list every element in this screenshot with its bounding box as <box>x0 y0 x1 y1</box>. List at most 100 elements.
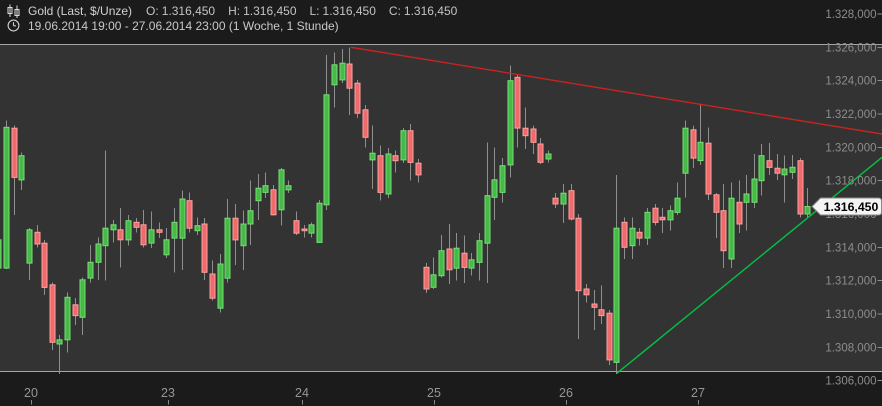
candle <box>117 208 124 268</box>
instrument-title: Gold (Last, $/Unze) <box>28 3 133 18</box>
candle <box>110 219 117 243</box>
y-tick-label: 1.322,000 <box>825 109 876 121</box>
x-tick-label: 20 <box>24 386 38 400</box>
candle <box>3 120 10 269</box>
candle <box>461 235 468 284</box>
trendline-resistance[interactable] <box>350 46 882 135</box>
candle <box>476 233 483 281</box>
high-label: H: <box>228 3 241 18</box>
plot-background <box>0 44 882 371</box>
x-tick-label: 23 <box>161 386 175 400</box>
candle <box>407 124 414 181</box>
candle <box>179 190 186 270</box>
y-tick-label: 1.312,000 <box>825 276 876 288</box>
candle <box>79 277 86 335</box>
candle <box>446 224 453 284</box>
y-tick-label: 1.320,000 <box>825 142 876 154</box>
candle <box>804 188 811 219</box>
candle <box>285 180 292 194</box>
candle <box>293 211 300 235</box>
x-tick-label: 26 <box>559 386 573 400</box>
candle <box>789 154 796 179</box>
candle <box>652 204 659 226</box>
candle <box>499 158 506 203</box>
candle <box>621 217 628 259</box>
candle <box>392 150 399 173</box>
candle <box>232 204 239 265</box>
candle <box>163 228 170 259</box>
candle <box>530 125 537 154</box>
candle <box>705 127 712 200</box>
candle <box>674 182 681 215</box>
candle <box>377 145 384 201</box>
candle <box>613 174 620 374</box>
candle <box>415 159 422 183</box>
candle <box>781 155 788 203</box>
close-value: 1.316,450 <box>403 3 458 18</box>
candle <box>736 180 743 234</box>
y-tick-label: 1.324,000 <box>825 76 876 88</box>
candle <box>255 174 262 220</box>
candle <box>697 104 704 165</box>
high-readout: H: 1.316,450 <box>228 4 296 18</box>
period-row: 19.06.2014 19:00 - 27.06.2014 23:00 (1 W… <box>7 18 470 33</box>
candle <box>209 260 216 301</box>
candle <box>18 152 25 190</box>
candle <box>430 257 437 289</box>
candle <box>217 254 224 313</box>
candle <box>758 144 765 196</box>
price-tag-value: 1.316,450 <box>824 200 879 214</box>
candle <box>11 125 18 215</box>
candle <box>583 284 590 303</box>
candle <box>713 193 720 239</box>
candle <box>26 228 33 280</box>
candle <box>301 224 308 238</box>
candle <box>636 228 643 246</box>
candle <box>766 143 773 175</box>
candle <box>72 298 79 325</box>
candle <box>728 182 735 269</box>
candle <box>514 74 521 148</box>
time-range-label: 19.06.2014 19:00 - 27.06.2014 23:00 (1 W… <box>28 18 339 33</box>
candle <box>552 193 559 209</box>
candle <box>743 174 750 231</box>
open-label: O: <box>146 3 159 18</box>
candle <box>240 210 247 270</box>
chart-header: Gold (Last, $/Unze) O: 1.316,450 H: 1.316,… <box>0 0 470 33</box>
candle <box>522 107 529 149</box>
candle <box>591 289 598 330</box>
candle <box>453 233 460 281</box>
candle <box>262 172 269 199</box>
candle <box>560 184 567 224</box>
candle <box>171 208 178 273</box>
close-readout: C: 1.316,450 <box>389 4 457 18</box>
low-readout: L: 1.316,450 <box>310 4 376 18</box>
x-tick-label: 27 <box>691 386 705 400</box>
candle <box>270 184 277 216</box>
candle <box>568 184 575 221</box>
current-price-tag: 1.316,450 <box>811 197 882 216</box>
candle <box>323 54 330 210</box>
candle <box>316 199 323 244</box>
y-tick-label: 1.308,000 <box>825 342 876 354</box>
candle <box>339 49 346 84</box>
candle <box>186 192 193 233</box>
candle <box>423 263 430 294</box>
candle <box>468 253 475 276</box>
candle <box>438 234 445 278</box>
high-value: 1.316,450 <box>243 3 297 18</box>
candle <box>720 184 727 269</box>
candle <box>682 120 689 198</box>
y-tick-label: 1.326,000 <box>825 42 876 54</box>
low-label: L: <box>309 3 320 18</box>
low-value: 1.316,450 <box>322 3 376 18</box>
candle <box>400 128 407 164</box>
candle <box>346 47 353 115</box>
candle <box>224 199 231 283</box>
candle <box>56 334 63 374</box>
trendline-support[interactable] <box>616 156 882 374</box>
x-tick-label: 24 <box>295 386 309 400</box>
candle <box>507 65 514 178</box>
